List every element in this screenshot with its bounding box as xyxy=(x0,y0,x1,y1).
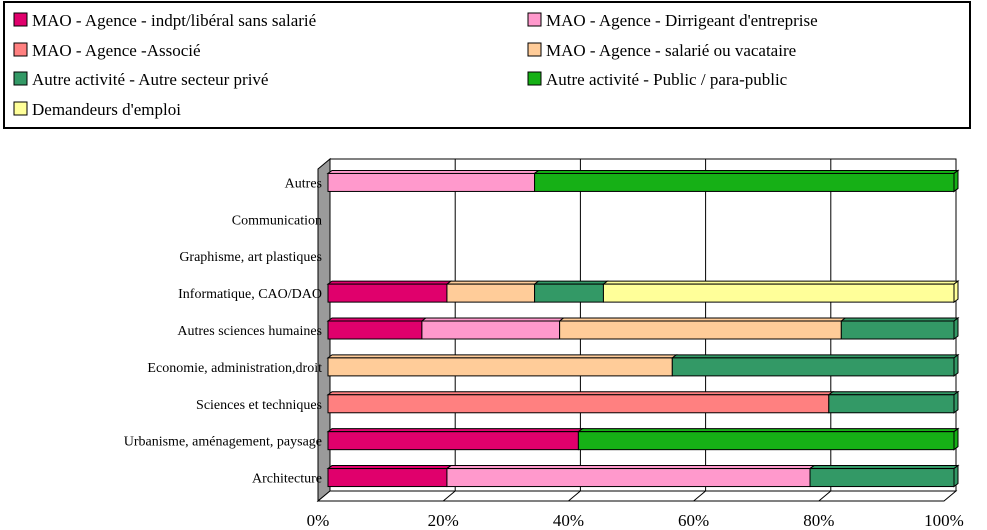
category-label: Sciences et techniques xyxy=(196,398,322,413)
bar-end-face xyxy=(953,464,959,488)
bar-segment xyxy=(809,468,955,488)
bar-segment xyxy=(327,172,536,192)
category-label: Graphisme, art plastiques xyxy=(179,250,322,265)
legend-label: Autre activité - Autre secteur privé xyxy=(32,70,268,89)
legend-swatch xyxy=(13,101,28,116)
bar-segment xyxy=(828,394,955,414)
legend-swatch xyxy=(527,12,542,27)
bar-segment xyxy=(421,320,561,340)
gridline-floor xyxy=(568,490,581,502)
bar-segment xyxy=(534,283,604,303)
bar-segment xyxy=(534,172,955,192)
plot-floor xyxy=(316,490,958,502)
bar-segment xyxy=(327,468,448,488)
x-tick-label: 60% xyxy=(678,511,709,530)
plot-area: 0% 20% 40% 60% 80% 100% Autres Communication Gra… xyxy=(124,157,964,530)
legend-swatch xyxy=(527,71,542,86)
bar-end-face xyxy=(953,280,959,304)
bar-end-face xyxy=(953,317,959,340)
legend-swatch xyxy=(527,42,542,57)
bar-segment xyxy=(327,431,579,451)
category-label: Informatique, CAO/DAO xyxy=(178,287,322,302)
bar-end-face xyxy=(953,390,959,414)
category-label: Autres xyxy=(285,176,322,191)
x-tick-label: 40% xyxy=(553,511,584,530)
legend-label: MAO - Agence - Dirrigeant d'entreprise xyxy=(546,11,818,30)
bar-segment xyxy=(327,394,830,414)
bar-segment xyxy=(327,357,673,377)
gridline-floor xyxy=(442,490,456,502)
legend-swatch xyxy=(13,12,28,27)
bar-segment xyxy=(671,357,955,377)
bar-end-face xyxy=(953,353,959,377)
legend-swatch xyxy=(13,71,28,86)
legend-label: MAO - Agence -Associé xyxy=(32,41,201,60)
bar-segment xyxy=(327,283,448,303)
legend: MAO - Agence - indpt/libéral sans salari… xyxy=(3,1,971,129)
x-tick-label: 100% xyxy=(924,511,964,530)
category-label: Autres sciences humaines xyxy=(177,324,322,339)
x-tick-label: 80% xyxy=(803,511,834,530)
gridline-floor xyxy=(693,490,706,502)
bar-segment xyxy=(446,283,536,303)
bar-end-face xyxy=(953,169,959,193)
bar-segment xyxy=(446,468,811,488)
bar-segment xyxy=(327,320,423,340)
legend-frame xyxy=(3,1,971,129)
category-label: Economie, administration,droit xyxy=(147,361,322,376)
bar-segment xyxy=(577,431,955,451)
legend-label: Demandeurs d'emploi xyxy=(32,100,181,119)
category-label: Communication xyxy=(232,213,322,228)
bar-segment xyxy=(559,320,842,340)
x-tick-label: 0% xyxy=(307,511,330,530)
x-tick-label: 20% xyxy=(428,511,459,530)
category-label: Urbanisme, aménagement, paysage xyxy=(124,435,322,450)
bar-segment xyxy=(840,320,955,340)
legend-label: MAO - Agence - indpt/libéral sans salari… xyxy=(32,11,316,30)
legend-label: MAO - Agence - salarié ou vacataire xyxy=(546,41,796,60)
gridline-floor xyxy=(818,490,832,502)
legend-swatch xyxy=(13,42,28,57)
bar-end-face xyxy=(953,427,959,451)
category-label: Architecture xyxy=(252,472,322,487)
legend-label: Autre activité - Public / para-public xyxy=(546,70,788,89)
bar-segment xyxy=(602,283,955,303)
